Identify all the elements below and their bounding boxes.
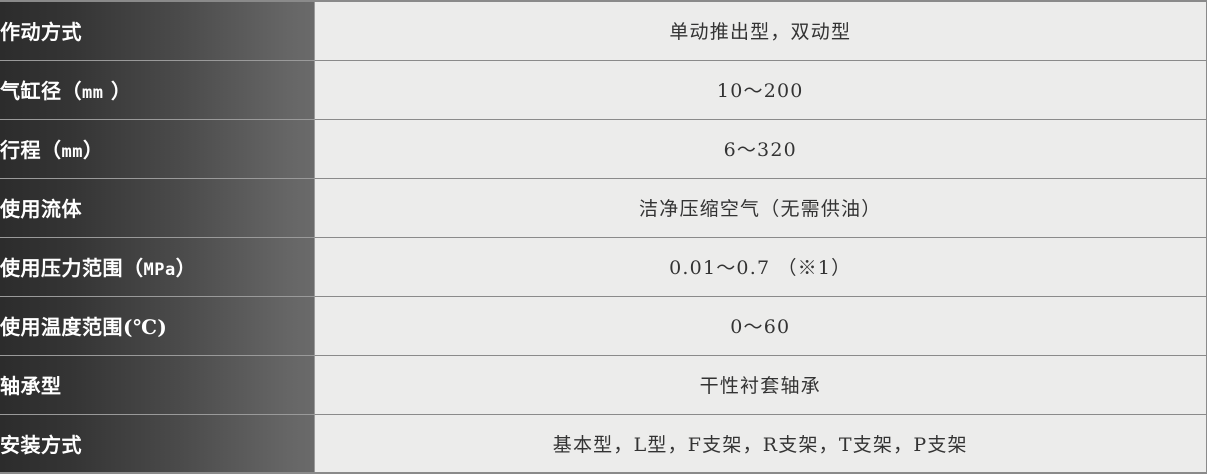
table-row: 使用流体 洁净压缩空气（无需供油） <box>0 178 1207 238</box>
table-row: 使用压力范围（MPa） 0.01～0.7 （※1） <box>0 237 1207 297</box>
spec-value-cell: 0.01～0.7 （※1） <box>314 237 1207 297</box>
table-row: 作动方式 单动推出型，双动型 <box>0 1 1207 61</box>
spec-label-cell: 使用温度范围(℃) <box>0 296 315 356</box>
spec-label-cell: 行程（mm） <box>0 119 315 179</box>
spec-label-cell: 气缸径（mm ） <box>0 60 315 120</box>
table-row: 安装方式 基本型，L型，F支架，R支架，T支架，P支架 <box>0 414 1207 473</box>
table-row: 行程（mm） 6～320 <box>0 119 1207 179</box>
spec-value-cell: 6～320 <box>314 119 1207 179</box>
spec-value-cell: 洁净压缩空气（无需供油） <box>314 178 1207 238</box>
spec-value-cell: 基本型，L型，F支架，R支架，T支架，P支架 <box>314 414 1207 473</box>
spec-label-cell: 轴承型 <box>0 355 315 415</box>
table-row: 使用温度范围(℃) 0～60 <box>0 296 1207 356</box>
spec-label-cell: 使用压力范围（MPa） <box>0 237 315 297</box>
spec-value-cell: 单动推出型，双动型 <box>314 1 1207 61</box>
table-row: 气缸径（mm ） 10～200 <box>0 60 1207 120</box>
spec-value-cell: 10～200 <box>314 60 1207 120</box>
table-row: 轴承型 干性衬套轴承 <box>0 355 1207 415</box>
spec-label-cell: 作动方式 <box>0 1 315 61</box>
spec-label-cell: 安装方式 <box>0 414 315 473</box>
spec-value-cell: 干性衬套轴承 <box>314 355 1207 415</box>
spec-value-cell: 0～60 <box>314 296 1207 356</box>
spec-label-cell: 使用流体 <box>0 178 315 238</box>
